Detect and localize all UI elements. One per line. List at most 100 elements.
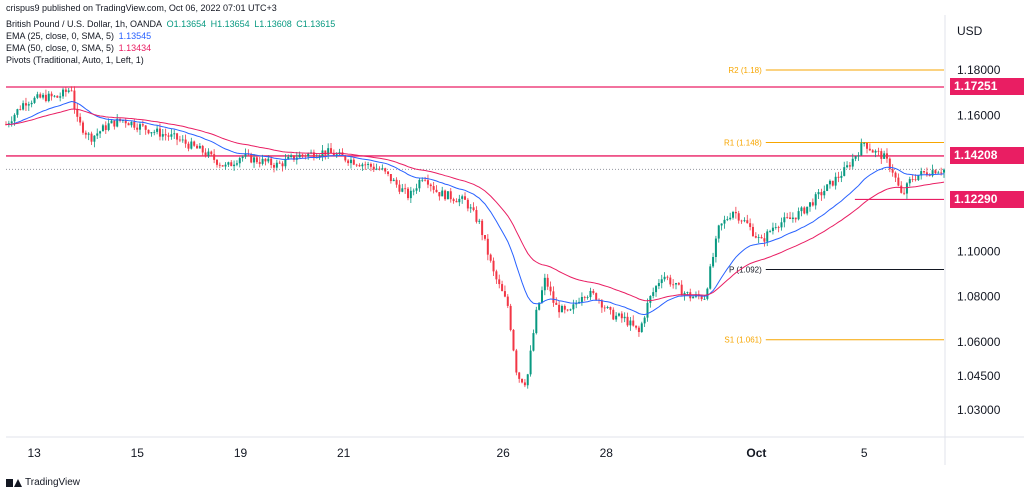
candle-body	[535, 309, 538, 334]
candle-body	[407, 188, 409, 199]
candle-body	[121, 120, 124, 121]
candle-body	[680, 284, 683, 296]
candle-body	[920, 171, 923, 176]
candle-body	[93, 135, 96, 142]
candle-body	[364, 164, 367, 166]
candle-body	[917, 175, 920, 181]
candle-body	[87, 133, 90, 135]
candle-body	[655, 286, 658, 293]
candle-body	[201, 145, 204, 153]
candle-body	[270, 158, 273, 166]
candle-body	[809, 202, 811, 207]
candle-body	[133, 121, 136, 128]
pivot-label: R1 (1.148)	[724, 139, 762, 148]
low-value: L1.13608	[254, 19, 292, 29]
candle-body	[509, 305, 512, 330]
open-value: O1.13654	[166, 19, 207, 29]
candle-body	[156, 128, 159, 132]
candle-body	[62, 89, 65, 97]
candle-body	[874, 150, 877, 153]
candle-body	[281, 163, 284, 167]
candle-body	[620, 313, 623, 319]
candle-body	[67, 90, 70, 92]
candle-body	[615, 315, 618, 320]
candle-body	[349, 159, 352, 164]
x-tick-label: 26	[496, 446, 510, 460]
candle-body	[481, 220, 484, 236]
candle-body	[19, 109, 22, 110]
candle-body	[398, 184, 401, 192]
footer-brand: TradingView	[25, 477, 81, 488]
ema25-legend: EMA (25, close, 0, SMA, 5) 1.13545	[6, 31, 153, 41]
candle-body	[555, 302, 558, 305]
ema50-label: EMA (50, close, 0, SMA, 5)	[6, 43, 115, 53]
candle-body	[717, 225, 720, 239]
candle-body	[937, 172, 940, 174]
candle-body	[632, 320, 635, 326]
candle-body	[358, 165, 361, 167]
candle-body	[187, 143, 190, 149]
y-tick-label: 1.10000	[957, 244, 1001, 258]
candle-body	[224, 164, 227, 167]
candle-body	[50, 93, 53, 97]
candle-body	[5, 124, 7, 126]
candle-body	[150, 132, 153, 134]
candle-body	[538, 302, 541, 310]
candle-body	[278, 162, 281, 164]
candle-body	[332, 152, 335, 157]
candle-body	[113, 120, 116, 127]
candle-body	[751, 226, 754, 237]
candle-body	[666, 276, 669, 278]
candle-body	[726, 219, 729, 220]
candle-body	[79, 116, 82, 123]
candle-body	[444, 190, 447, 200]
candle-body	[612, 309, 615, 320]
candle-body	[572, 304, 575, 310]
candle-body	[592, 290, 595, 294]
ema25-value: 1.13545	[118, 31, 152, 41]
candle-body	[27, 104, 30, 106]
candle-body	[600, 300, 603, 308]
currency-label: USD	[957, 24, 983, 38]
candle-body	[301, 154, 304, 156]
candle-body	[506, 296, 509, 306]
candle-body	[387, 171, 390, 175]
x-tick-label: 19	[234, 446, 248, 460]
x-tick-label: 13	[27, 446, 41, 460]
candle-body	[42, 94, 45, 98]
candle-body	[139, 124, 141, 130]
candle-body	[940, 172, 943, 174]
candle-body	[327, 148, 330, 155]
candle-body	[241, 156, 244, 159]
candle-body	[837, 176, 840, 178]
candle-body	[355, 164, 358, 166]
candle-body	[84, 132, 87, 135]
candle-body	[73, 90, 76, 109]
candle-body	[56, 95, 59, 98]
candle-body	[438, 192, 441, 197]
candle-body	[147, 129, 150, 134]
candle-body	[30, 102, 33, 105]
candle-body	[215, 159, 218, 165]
candle-body	[925, 172, 928, 176]
candle-body	[81, 122, 84, 133]
candle-body	[749, 223, 752, 227]
pivots-label: Pivots (Traditional, Auto, 1, Left, 1)	[6, 55, 144, 65]
candle-body	[284, 159, 287, 167]
y-tick-label: 1.04500	[957, 369, 1001, 383]
candle-body	[797, 211, 800, 220]
candle-body	[897, 177, 900, 186]
candle-body	[786, 217, 789, 219]
candle-body	[70, 90, 73, 92]
candle-body	[777, 227, 780, 228]
candle-body	[486, 238, 489, 255]
candle-body	[754, 236, 757, 238]
candle-body	[774, 227, 777, 228]
candle-body	[503, 291, 506, 297]
candle-body	[903, 192, 906, 194]
symbol-legend: British Pound / U.S. Dollar, 1h, OANDA O…	[6, 19, 337, 29]
candle-body	[458, 198, 461, 203]
y-tick-label: 1.18000	[957, 63, 1001, 77]
candle-body	[107, 123, 110, 130]
